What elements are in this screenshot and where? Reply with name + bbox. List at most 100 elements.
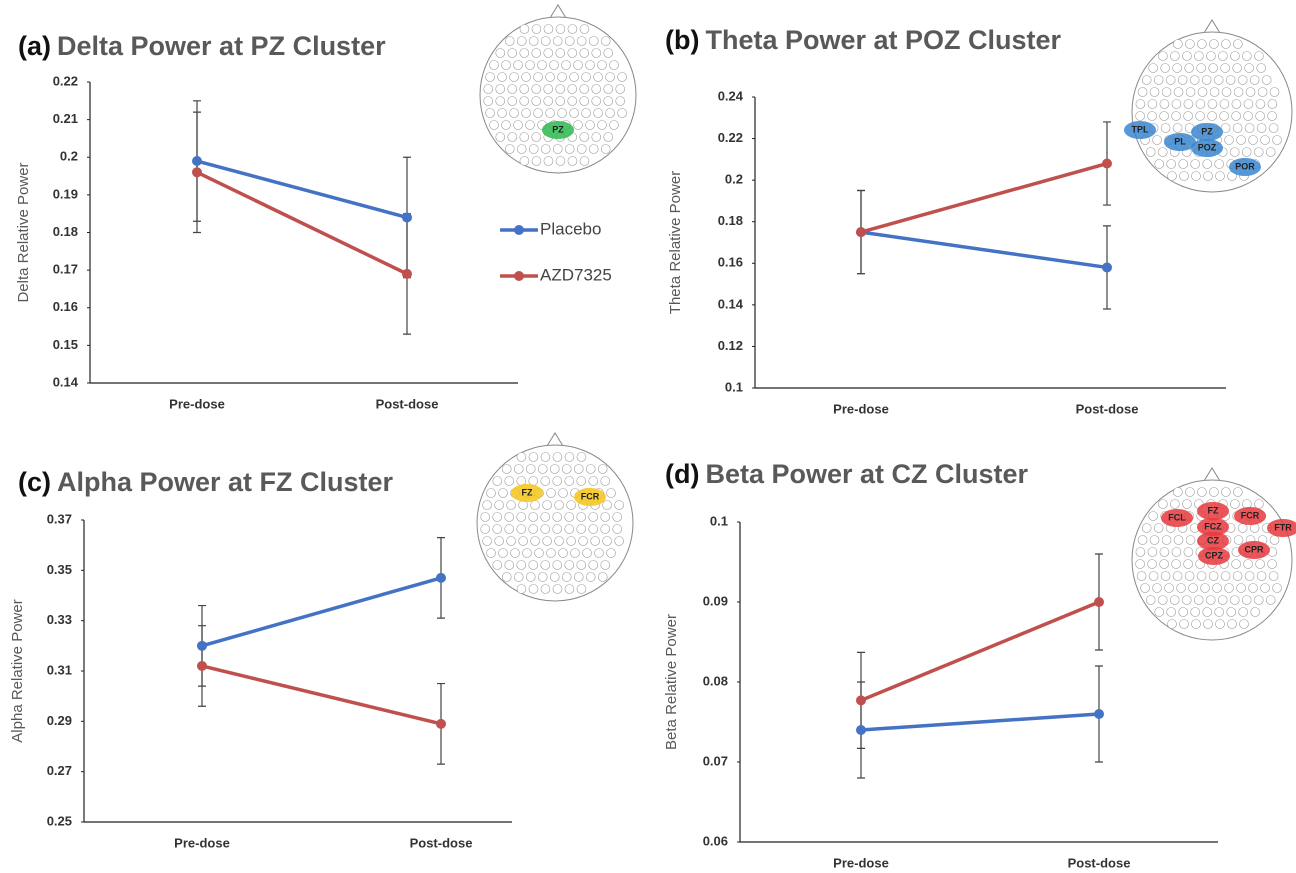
- electrode: [1159, 547, 1170, 557]
- electrode: [509, 108, 519, 118]
- y-tick-label: 0.15: [53, 337, 78, 352]
- electrode: [1219, 111, 1229, 121]
- electrode: [1269, 87, 1280, 97]
- electrode: [1159, 99, 1170, 109]
- electrode: [543, 24, 554, 34]
- electrode: [1272, 135, 1282, 145]
- nose: [549, 4, 567, 19]
- electrode: [1229, 595, 1240, 605]
- electrode: [564, 476, 575, 486]
- data-point: [856, 227, 866, 238]
- electrode: [537, 464, 548, 474]
- series-line: [196, 159, 408, 220]
- chart-title: (a) Delta Power at PZ Cluster: [18, 31, 386, 61]
- y-tick-label: 0.07: [703, 753, 728, 768]
- electrode: [1183, 99, 1194, 109]
- electrode: [585, 60, 595, 70]
- electrode: [543, 96, 554, 106]
- electrode: [1233, 535, 1244, 545]
- electrode: [1261, 75, 1272, 85]
- electrode: [1148, 511, 1158, 521]
- electrode: [1135, 547, 1146, 557]
- electrode: [581, 72, 591, 82]
- electrode: [1200, 583, 1210, 593]
- electrode: [482, 536, 492, 546]
- electrode: [519, 96, 530, 106]
- electrode: [1215, 171, 1225, 181]
- panel-label: (a): [18, 31, 51, 61]
- electrode: [1265, 147, 1276, 157]
- electrode: [545, 108, 555, 118]
- electrode: [1159, 559, 1169, 569]
- x-tick-label: Post-dose: [410, 835, 473, 850]
- electrode: [554, 536, 564, 546]
- electrode: [522, 548, 532, 558]
- series-line: [201, 576, 442, 648]
- electrode: [585, 464, 596, 474]
- electrode: [566, 536, 576, 546]
- panel-label: (d): [665, 459, 699, 489]
- electrode: [1208, 63, 1218, 73]
- electrode: [1183, 547, 1194, 557]
- electrode: [540, 476, 551, 486]
- electrode: [1232, 123, 1243, 133]
- electrode: [567, 96, 578, 106]
- electrode: [506, 536, 516, 546]
- electrode: [1260, 135, 1270, 145]
- data-point: [402, 212, 412, 223]
- electrode: [533, 72, 543, 82]
- electrode: [1203, 171, 1213, 181]
- chart-panel: (c) Alpha Power at FZ Cluster Alpha Relati…: [9, 432, 634, 850]
- electrode: [617, 72, 627, 82]
- electrode: [1161, 87, 1172, 97]
- electrode: [1245, 87, 1256, 97]
- electrode: [606, 488, 616, 498]
- electrode: [1171, 547, 1182, 557]
- electrode: [1135, 111, 1145, 121]
- electrode: [1209, 87, 1220, 97]
- electrode: [1169, 595, 1180, 605]
- electrode: [1159, 111, 1169, 121]
- electrode: [1196, 63, 1206, 73]
- electrode: [545, 72, 555, 82]
- electrode: [537, 572, 548, 582]
- data-point: [436, 572, 446, 583]
- series-line: [860, 230, 1108, 270]
- electrode: [1257, 87, 1268, 97]
- electrode: [525, 120, 535, 130]
- electrode: [540, 452, 551, 462]
- electrode: [531, 96, 542, 106]
- electrode: [1172, 123, 1183, 133]
- electrode: [552, 524, 563, 534]
- electrode: [492, 524, 503, 534]
- y-tick-label: 0.06: [703, 833, 728, 848]
- y-tick-label: 0.12: [718, 338, 743, 353]
- electrode: [1149, 87, 1160, 97]
- data-point: [402, 268, 412, 279]
- electrode: [1233, 39, 1243, 49]
- electrode: [576, 584, 587, 594]
- data-point: [856, 695, 866, 706]
- electrode: [1147, 99, 1158, 109]
- electrode: [576, 476, 587, 486]
- chart-panel: (a) Delta Power at PZ Cluster Delta Relati…: [15, 4, 637, 411]
- electrode: [1243, 111, 1253, 121]
- electrode: [1215, 619, 1225, 629]
- electrode: [1179, 619, 1189, 629]
- cluster-label: POZ: [1198, 142, 1217, 152]
- electrode: [1254, 499, 1264, 509]
- electrode: [1230, 499, 1240, 509]
- cluster: [1191, 139, 1223, 157]
- electrode: [489, 120, 499, 130]
- electrode: [1190, 159, 1201, 169]
- electrode: [567, 156, 578, 166]
- electrode: [1135, 559, 1145, 569]
- electrode: [1158, 51, 1168, 61]
- electrode: [1141, 523, 1152, 533]
- electrode: [492, 512, 503, 522]
- electrode: [492, 560, 503, 570]
- legend-label: AZD7325: [540, 265, 612, 284]
- cluster-label: POR: [1235, 161, 1255, 171]
- electrode: [528, 144, 539, 154]
- electrode: [1160, 571, 1171, 581]
